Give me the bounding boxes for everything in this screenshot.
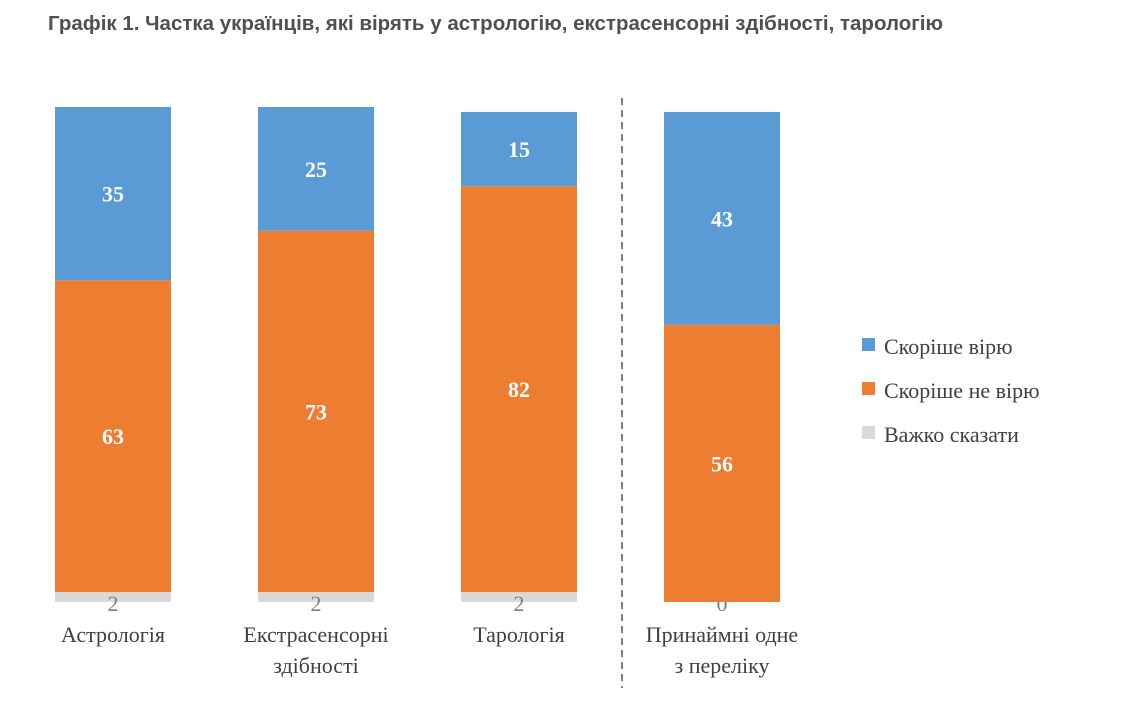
bar-segment-0-0 (55, 592, 171, 602)
category-label-1-1: здібності (273, 653, 359, 678)
category-labels: Астрологія Екстрасенсорні здібності Таролог… (61, 622, 798, 678)
bar-segment-2-0 (55, 107, 171, 281)
data-label-2-2: 15 (508, 137, 530, 162)
data-label-1-3: 56 (711, 451, 733, 476)
category-label-2-0: Тарологія (473, 622, 565, 647)
bar-segment-0-2 (461, 592, 577, 602)
data-label-0-1: 2 (311, 591, 322, 616)
bar-segment-1-1 (258, 230, 374, 593)
category-label-3-0: Принаймні одне (646, 622, 798, 647)
legend: Скоріше вірю Скоріше не вірю Важко сказати (862, 334, 1040, 447)
bar-segment-1-3 (664, 324, 780, 602)
bar-segment-2-2 (461, 111, 577, 187)
bar-segment-1-0 (55, 280, 171, 593)
data-label-2-3: 43 (711, 206, 733, 231)
data-label-1-2: 82 (508, 377, 530, 402)
chart-title: Графік 1. Частка українців, які вірять у… (48, 12, 943, 35)
data-label-0-2: 2 (514, 591, 525, 616)
legend-label-2: Важко сказати (884, 422, 1019, 447)
data-label-2-1: 25 (305, 157, 327, 182)
bars-group: 2 63 35 2 73 25 2 82 15 0 56 43 (55, 107, 780, 616)
legend-swatch-0 (862, 338, 875, 351)
legend-label-0: Скоріше вірю (884, 334, 1013, 359)
legend-label-1: Скоріше не вірю (884, 378, 1040, 403)
bar-segment-2-1 (258, 107, 374, 231)
data-label-0-3: 0 (717, 591, 728, 616)
category-label-3-1: з переліку (675, 653, 770, 678)
bar-segment-0-1 (258, 592, 374, 602)
bar-segment-2-3 (664, 111, 780, 325)
data-label-0-0: 2 (108, 591, 119, 616)
data-label-2-0: 35 (102, 182, 124, 207)
bar-segment-1-2 (461, 186, 577, 593)
legend-swatch-1 (862, 382, 875, 395)
category-label-0-0: Астрологія (61, 622, 165, 647)
data-label-1-0: 63 (102, 424, 124, 449)
data-label-1-1: 73 (305, 399, 327, 424)
legend-swatch-2 (862, 426, 875, 439)
category-label-1-0: Екстрасенсорні (243, 622, 388, 647)
